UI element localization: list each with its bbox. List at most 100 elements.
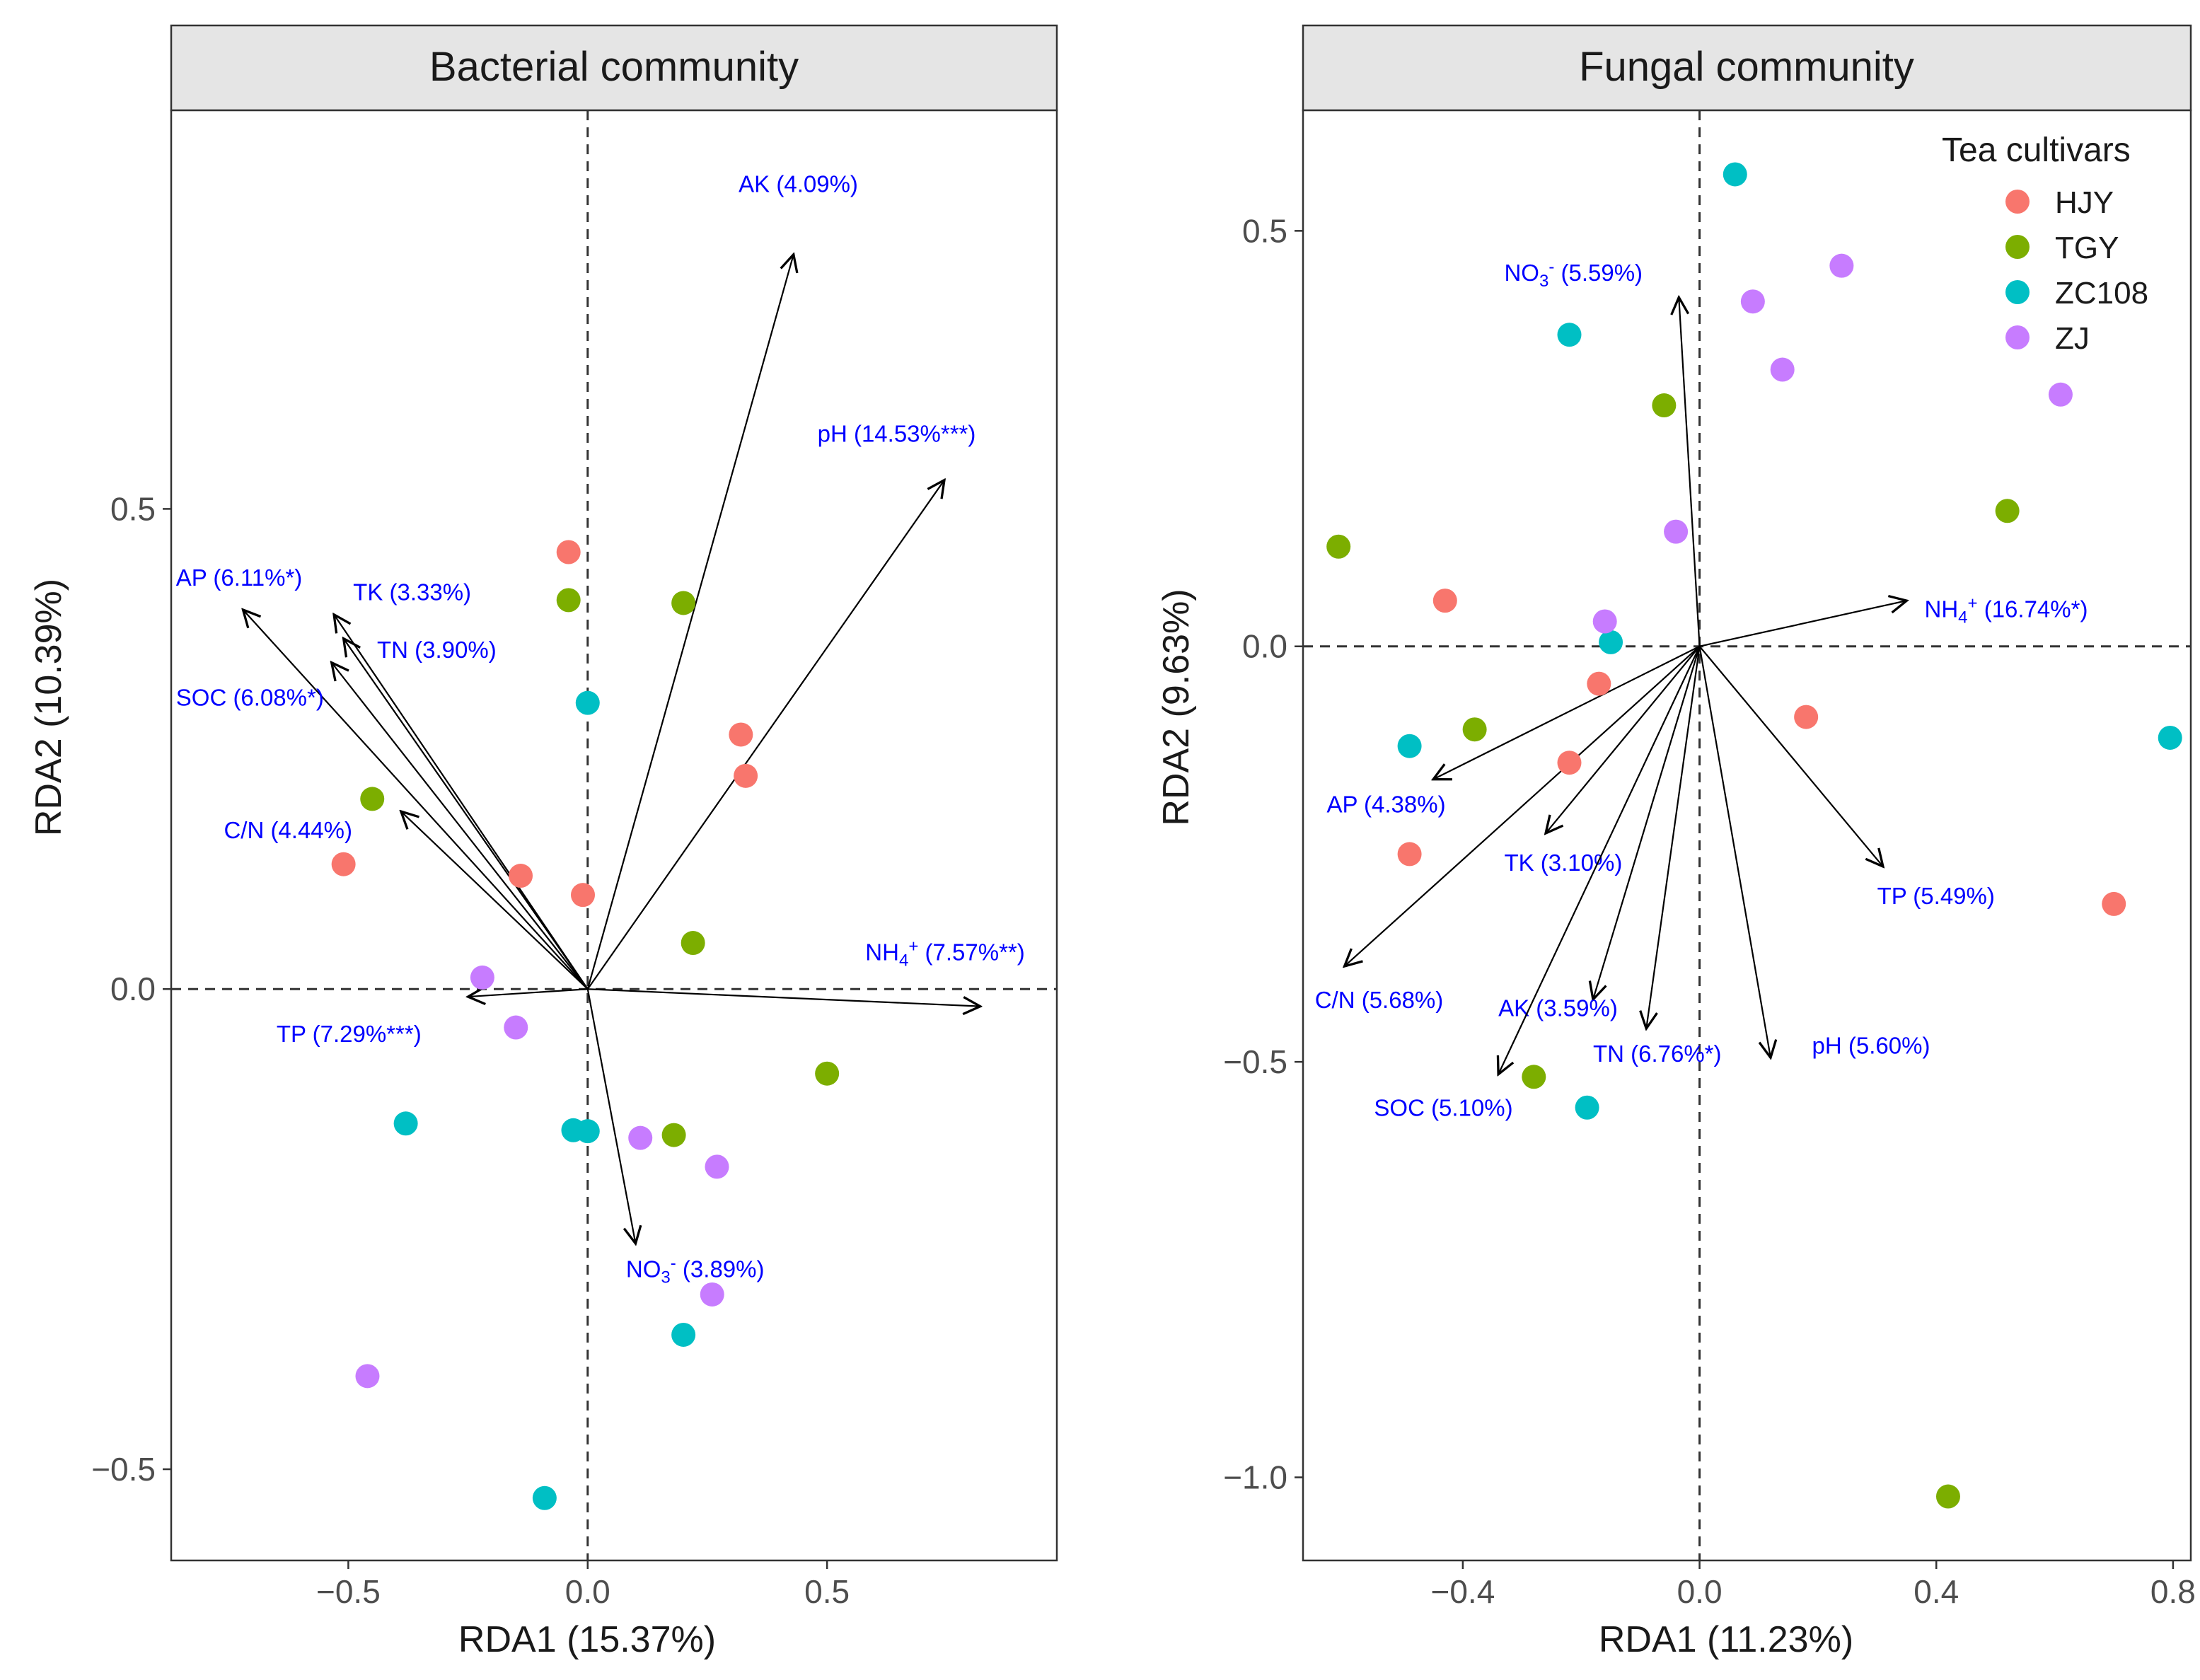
arrow-label-ap: AP (4.38%) (1326, 792, 1445, 818)
arrow-label-ph: pH (5.60%) (1812, 1032, 1930, 1058)
arrow-label-tp: TP (5.49%) (1877, 883, 1995, 909)
point-zj (705, 1154, 729, 1179)
point-zc108 (1575, 1095, 1599, 1120)
point-tgy (1326, 534, 1351, 559)
arrow-nh4 (587, 988, 980, 1006)
point-hjy (1432, 589, 1457, 613)
arrow-ph (586, 480, 944, 990)
point-zc108 (671, 1322, 696, 1347)
point-tgy (671, 591, 696, 615)
point-zj (2048, 382, 2073, 407)
point-hjy (1587, 671, 1611, 696)
y-tick-label: 0.0 (110, 971, 156, 1007)
arrow-cn (1345, 645, 1701, 966)
bacterial-panel: Bacterial community AK (4.09%) pH (14.53%… (28, 24, 1058, 1660)
point-tgy (1935, 1484, 1960, 1509)
point-hjy (1794, 705, 1819, 729)
arrow-tn (344, 639, 589, 990)
arrow-label-no3: NO3- (3.89%) (626, 1254, 765, 1287)
arrow-label-cn: C/N (5.68%) (1315, 987, 1444, 1013)
arrow-label-tk: TK (3.33%) (353, 579, 471, 605)
arrow-soc (1498, 646, 1701, 1074)
arrow-label-nh4: NH4+ (16.74%*) (1925, 594, 2088, 627)
arrow-label-tk: TK (3.10%) (1504, 850, 1622, 876)
fungal-y-axis-title: RDA2 (9.63%) (1156, 589, 1197, 825)
point-zj (470, 965, 494, 990)
point-tgy (556, 588, 581, 613)
legend-label-zj: ZJ (2055, 321, 2090, 356)
legend-swatch-zj (2005, 325, 2030, 349)
point-zc108 (1397, 734, 1422, 758)
arrow-tk (1546, 646, 1701, 833)
bacterial-arrows: AK (4.09%) pH (14.53%***) AP (6.11%*) TK (3… (176, 170, 1025, 1287)
y-tick-label: −1.0 (1223, 1459, 1287, 1496)
point-tgy (661, 1123, 686, 1147)
bacterial-points (331, 540, 840, 1510)
arrow-ak (586, 255, 794, 990)
point-zj (1592, 609, 1617, 634)
point-hjy (556, 540, 581, 564)
point-zc108 (575, 1119, 600, 1144)
point-zj (1740, 289, 1765, 314)
point-hjy (729, 722, 753, 747)
point-hjy (509, 864, 533, 888)
point-zj (1829, 253, 1854, 278)
point-zj (700, 1282, 724, 1307)
arrow-ph (1698, 646, 1771, 1058)
point-hjy (734, 763, 758, 788)
arrow-tp (468, 989, 588, 997)
point-tgy (1522, 1065, 1546, 1089)
point-zc108 (532, 1485, 557, 1510)
arrow-label-ak: AK (3.59%) (1498, 995, 1618, 1021)
arrow-label-tn: TN (6.76%*) (1593, 1041, 1722, 1067)
fungal-x-axis-title: RDA1 (11.23%) (1599, 1619, 1853, 1660)
arrow-no3 (586, 989, 636, 1244)
x-tick-label: 0.4 (1914, 1573, 1959, 1610)
legend-title: Tea cultivars (1942, 132, 2131, 169)
point-hjy (1557, 751, 1582, 775)
arrow-label-ph: pH (14.53%***) (818, 420, 976, 446)
point-tgy (681, 931, 705, 956)
point-hjy (2102, 891, 2126, 916)
arrow-tn (1646, 646, 1701, 1029)
arrow-label-no3: NO3- (5.59%) (1504, 257, 1643, 291)
point-hjy (331, 852, 356, 876)
arrow-label-tp: TP (7.29%***) (277, 1021, 422, 1047)
arrow-label-tn: TN (3.90%) (377, 637, 497, 663)
point-tgy (1652, 393, 1677, 418)
fungal-panel: Fungal community NO3- (5.59%) NH4+ (16.74… (1156, 24, 2196, 1660)
bacterial-plot-frame (170, 109, 1058, 1562)
point-tgy (1995, 499, 2020, 523)
bacterial-reference-lines (171, 110, 1057, 1560)
point-zj (504, 1015, 528, 1040)
legend-swatch-tgy (2005, 235, 2030, 259)
x-tick-label: 0.0 (1677, 1573, 1723, 1610)
legend-swatch-hjy (2005, 190, 2030, 214)
fungal-reference-lines (1303, 110, 2191, 1560)
fungal-plot-frame (1302, 109, 2192, 1562)
point-hjy (571, 883, 596, 908)
arrow-label-soc: SOC (6.08%*) (176, 685, 324, 711)
y-tick-label: −0.5 (91, 1451, 156, 1488)
point-tgy (1462, 717, 1487, 742)
point-zc108 (575, 690, 600, 715)
legend-label-tgy: TGY (2055, 231, 2119, 265)
x-tick-label: 0.8 (2150, 1573, 2196, 1610)
point-zc108 (1557, 323, 1582, 347)
point-tgy (815, 1061, 840, 1086)
x-tick-label: −0.5 (316, 1573, 381, 1610)
arrow-cn (401, 811, 589, 990)
arrow-no3 (1679, 297, 1701, 647)
bacterial-strip (170, 24, 1058, 112)
arrow-label-nh4: NH4+ (7.57%**) (865, 937, 1024, 970)
point-hjy (1397, 842, 1422, 867)
arrow-tk (334, 615, 589, 990)
fungal-points (1326, 162, 2182, 1509)
arrow-ak (1593, 646, 1701, 1000)
arrow-ap (1433, 645, 1701, 780)
legend-label-hjy: HJY (2055, 185, 2114, 220)
arrow-nh4 (1699, 601, 1907, 647)
arrow-soc (332, 663, 589, 990)
point-zj (1770, 357, 1795, 382)
